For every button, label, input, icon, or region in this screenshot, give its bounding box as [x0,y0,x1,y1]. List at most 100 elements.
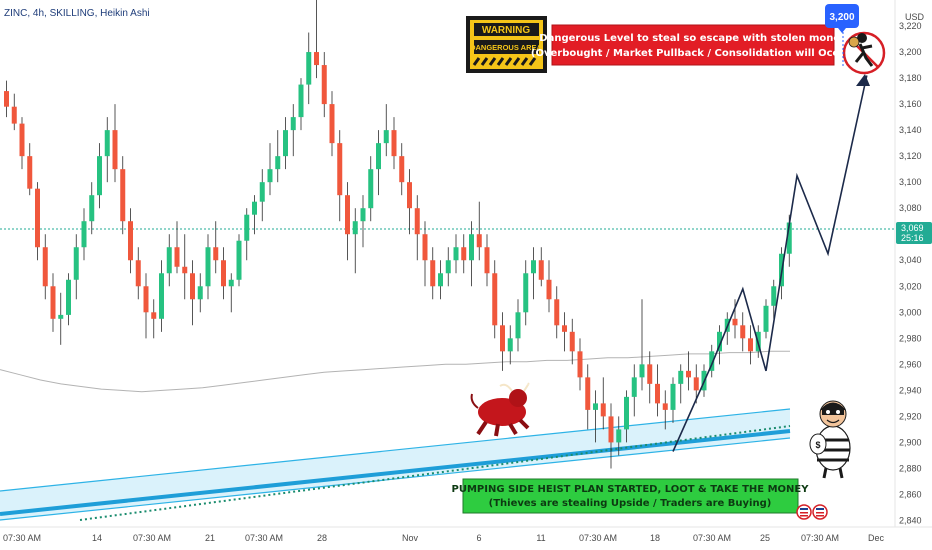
warning-sign-bottom-band [474,40,539,54]
candle-body [35,188,40,248]
currency-label: USD [905,12,925,22]
candle-body [740,325,746,339]
candle-body [414,208,420,235]
price-scale-background [895,0,932,550]
heist-annotation[interactable]: PUMPING SIDE HEIST PLAN STARTED, LOOT & … [452,478,810,514]
price-tick-labels: 3,220 3,200 3,180 3,160 3,140 3,120 3,100 3,080… [899,21,922,525]
trend-channel-main-line [0,429,791,516]
candle-body [174,247,180,267]
candle-body [166,247,172,274]
price-tick-label: 3,160 [899,99,922,109]
candle-body [786,222,792,254]
time-tick-label: 6 [476,533,481,543]
svg-text:$: $ [815,440,820,450]
candle-body [383,130,389,144]
candle-body [337,143,343,196]
current-price-tag: 3,069 25:16 [896,222,932,244]
candle-body [771,286,777,306]
heist-annotation-line2: (Thieves are stealing Upside / Traders a… [489,498,772,509]
candle-body [290,117,296,131]
candle-body [693,377,699,391]
candle-body [709,351,715,371]
candle-body [283,130,288,157]
candle-body [655,383,660,404]
bull-icon [470,382,530,437]
candle-body [515,312,521,339]
candle-body [422,234,428,261]
candle-body [686,370,691,378]
candle-body [321,65,327,105]
candle-body [453,247,459,261]
candle-body [329,104,335,144]
time-tick-label: 11 [536,533,545,543]
target-price-label: 3,200 [829,12,854,23]
price-tick-label: 2,980 [899,333,922,343]
candle-body [104,130,110,157]
candle-body [4,91,9,107]
candle-body [476,234,482,248]
candle-body [120,169,126,222]
thief-character-icon: $ [809,400,851,479]
heist-annotation-box [462,478,799,514]
candle-body [639,364,645,378]
candle-body [236,240,242,280]
time-tick-label: 07:30 AM [801,533,839,543]
price-tick-label: 2,920 [899,411,922,421]
danger-annotation-line1: Dangerous Level to steal so escape with … [539,33,847,44]
candle-body [73,247,79,280]
candle-body [259,182,265,202]
candle-body [81,221,87,248]
trend-channel [0,408,791,521]
running-thief-icon [842,31,886,75]
candle-body [469,234,474,261]
price-tick-label: 3,020 [899,281,922,291]
current-price-tag-box [896,222,932,244]
candle-body [275,156,281,170]
candle-body [763,305,769,332]
time-tick-label: 28 [317,533,327,543]
candle-body [352,221,358,235]
candle-body [205,247,211,287]
candle-body [531,260,536,274]
candle-body [135,260,141,287]
candle-body [19,123,25,157]
candle-body [748,338,753,352]
candle-body [438,273,443,287]
heist-annotation-line1: PUMPING SIDE HEIST PLAN STARTED, LOOT & … [452,484,810,495]
candle-body [407,182,412,209]
danger-annotation[interactable]: Dangerous Level to steal so escape with … [531,24,855,66]
time-axis[interactable]: 07:30 AM 14 07:30 AM 21 07:30 AM 28 Nov 6 11 07:3… [0,526,932,543]
price-tick-label: 3,000 [899,307,922,317]
time-tick-label: 07:30 AM [133,533,171,543]
countdown-label: 25:16 [901,233,924,243]
candle-body [267,169,273,183]
time-tick-label: 07:30 AM [579,533,617,543]
time-tick-label: Nov [402,533,419,543]
projection-arrowhead [856,74,870,86]
price-tick-label: 2,960 [899,359,922,369]
candle-body [50,286,56,319]
candle-body [182,266,188,274]
price-tick-label: 2,860 [899,489,922,499]
candle-body [27,156,33,189]
candle-body [11,106,17,124]
candle-body [484,247,490,274]
price-tick-label: 3,120 [899,151,922,161]
price-tick-label: 3,140 [899,125,922,135]
price-tick-label: 2,880 [899,463,922,473]
trend-dotted-line [79,425,791,521]
time-tick-label: 07:30 AM [693,533,731,543]
candle-body [213,247,219,261]
target-price-tag-box [825,4,859,28]
candle-body [593,403,598,410]
target-price-tag[interactable]: 3,200 [825,4,859,33]
candle-body [732,318,738,326]
candle-body [143,286,149,313]
price-scale[interactable]: USD 3,2203,2003,1803,1603,1403,1203,1003… [894,0,932,550]
candle-body [562,325,567,332]
candle-body [445,260,451,274]
candle-body [399,156,405,183]
candle-body [221,260,226,287]
candle-body [58,314,64,319]
